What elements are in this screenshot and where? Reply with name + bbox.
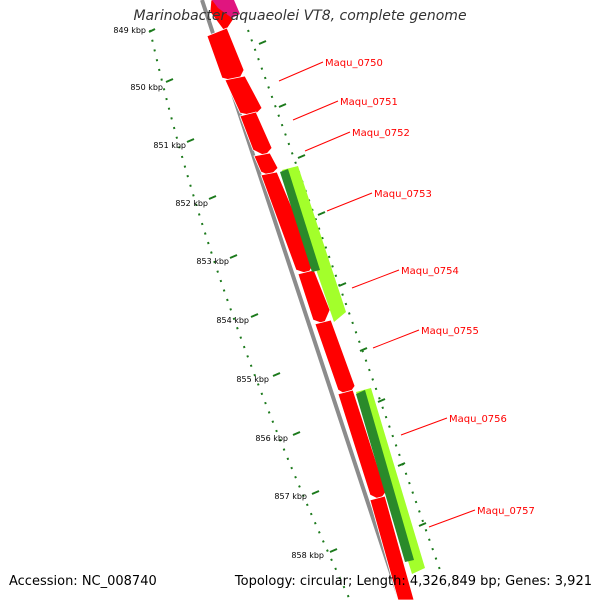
gene-label-maqu-0754[interactable]: Maqu_0754 — [401, 266, 459, 277]
ruler-tick — [165, 78, 174, 83]
ruler-tick — [148, 28, 156, 33]
outer-tick — [278, 103, 287, 108]
genome-summary-text: Topology: circular; Length: 4,326,849 bp… — [234, 574, 592, 589]
outer-track-ticks — [258, 40, 427, 527]
leader-line — [428, 509, 476, 528]
gene-arrow-maqu-0757 — [369, 495, 415, 600]
gene-arrow-maqu-0752 — [239, 111, 273, 157]
gene-0756-dark — [356, 390, 414, 562]
ruler-ticks — [148, 28, 338, 553]
gene-arrow-maqu-0754 — [297, 269, 331, 325]
ruler-tick — [311, 490, 320, 495]
gene-arrow-maqu-0750 — [206, 27, 245, 83]
leader-line — [372, 329, 420, 349]
gene-labels: Maqu_0750 Maqu_0751 Maqu_0752 Maqu_0753 … — [325, 58, 535, 517]
gene-label-maqu-0751[interactable]: Maqu_0751 — [340, 97, 398, 108]
outer-tick — [418, 522, 427, 527]
ruler-labels: 849 kbp 850 kbp 851 kbp 852 kbp 853 kbp … — [113, 26, 324, 560]
ruler-tick — [272, 372, 281, 377]
ruler-label: 850 kbp — [130, 83, 163, 92]
gene-label-maqu-0752[interactable]: Maqu_0752 — [352, 128, 410, 139]
outer-dotted-track — [247, 29, 441, 571]
ruler-label: 856 kbp — [255, 434, 288, 443]
gene-arrow-maqu-0756 — [337, 389, 387, 501]
outer-tick — [317, 211, 326, 216]
ruler-label: 858 kbp — [291, 551, 324, 560]
leader-line — [292, 100, 339, 121]
gene-arrow-pink — [212, 0, 240, 18]
gene-label-maqu-0750[interactable]: Maqu_0750 — [325, 58, 383, 69]
gene-label-maqu-0757[interactable]: Maqu_0757 — [477, 506, 535, 517]
ruler-label: 854 kbp — [216, 316, 249, 325]
outer-tick — [338, 282, 347, 287]
gene-0753-dark — [280, 169, 320, 272]
ruler-label: 852 kbp — [175, 199, 208, 208]
outer-tick — [359, 347, 368, 352]
gene-label-maqu-0753[interactable]: Maqu_0753 — [374, 189, 432, 200]
outer-tick — [297, 154, 306, 159]
accession-text: Accession: NC_008740 — [9, 574, 157, 589]
outer-tick — [397, 462, 406, 467]
ruler-tick — [292, 431, 301, 436]
ruler-tick — [329, 548, 338, 553]
ruler-label: 855 kbp — [236, 375, 269, 384]
ruler-label: 849 kbp — [113, 26, 146, 35]
leader-line — [304, 131, 351, 152]
ruler-tick — [186, 138, 195, 143]
ruler-label: 853 kbp — [196, 257, 229, 266]
gene-arrow-maqu-0752b — [253, 152, 279, 177]
gene-label-maqu-0756[interactable]: Maqu_0756 — [449, 414, 507, 425]
leader-line — [351, 269, 400, 289]
ruler-label: 857 kbp — [274, 492, 307, 501]
gene-leader-lines — [278, 61, 476, 528]
map-title: Marinobacter aquaeolei VT8, complete gen… — [133, 8, 467, 24]
leader-line — [326, 192, 373, 212]
outer-tick — [377, 398, 386, 403]
ruler-tick — [208, 195, 217, 200]
reverse-strand-genes — [206, 0, 415, 600]
leader-line — [400, 417, 448, 436]
gene-arrow-maqu-0751 — [224, 75, 263, 117]
ruler-label: 851 kbp — [153, 141, 186, 150]
outer-tick — [258, 40, 267, 45]
ruler-tick — [250, 313, 259, 318]
leader-line — [278, 61, 324, 82]
gene-label-maqu-0755[interactable]: Maqu_0755 — [421, 326, 479, 337]
forward-strand-genes — [280, 166, 425, 574]
ruler-tick — [229, 254, 238, 259]
